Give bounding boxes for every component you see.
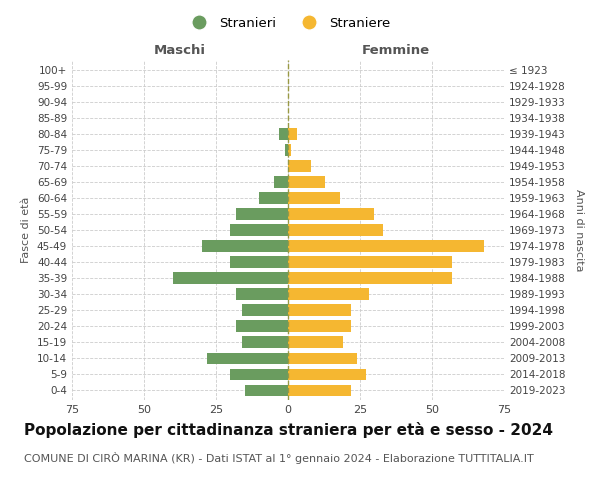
Bar — [202, 240, 288, 252]
Bar — [208, 352, 288, 364]
Bar — [245, 384, 288, 396]
Bar — [288, 224, 383, 236]
Bar — [259, 192, 288, 203]
Bar — [288, 208, 374, 220]
Bar — [288, 272, 452, 284]
Bar — [236, 288, 288, 300]
Y-axis label: Fasce di età: Fasce di età — [22, 197, 31, 263]
Text: COMUNE DI CIRÒ MARINA (KR) - Dati ISTAT al 1° gennaio 2024 - Elaborazione TUTTIT: COMUNE DI CIRÒ MARINA (KR) - Dati ISTAT … — [24, 452, 534, 464]
Text: Femmine: Femmine — [362, 44, 430, 57]
Bar — [230, 256, 288, 268]
Text: Maschi: Maschi — [154, 44, 206, 57]
Bar — [288, 368, 366, 380]
Bar — [236, 320, 288, 332]
Bar — [288, 144, 291, 156]
Bar — [288, 352, 357, 364]
Bar — [288, 336, 343, 348]
Bar — [288, 192, 340, 203]
Bar — [288, 128, 296, 140]
Bar — [288, 288, 368, 300]
Bar — [236, 208, 288, 220]
Bar — [242, 336, 288, 348]
Bar — [288, 160, 311, 172]
Legend: Stranieri, Straniere: Stranieri, Straniere — [181, 12, 395, 35]
Bar — [280, 128, 288, 140]
Bar — [288, 176, 325, 188]
Bar — [230, 224, 288, 236]
Bar — [288, 304, 352, 316]
Bar — [274, 176, 288, 188]
Bar — [288, 256, 452, 268]
Bar — [285, 144, 288, 156]
Bar — [230, 368, 288, 380]
Bar — [173, 272, 288, 284]
Bar — [288, 384, 352, 396]
Bar — [288, 240, 484, 252]
Text: Popolazione per cittadinanza straniera per età e sesso - 2024: Popolazione per cittadinanza straniera p… — [24, 422, 553, 438]
Bar — [242, 304, 288, 316]
Bar — [288, 320, 352, 332]
Y-axis label: Anni di nascita: Anni di nascita — [574, 188, 584, 271]
